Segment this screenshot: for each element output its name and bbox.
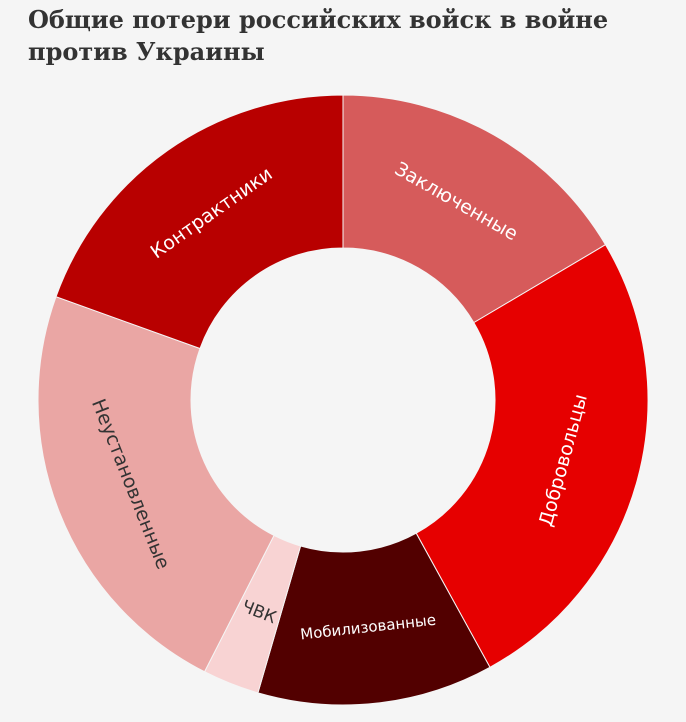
donut-slice[interactable] bbox=[415, 244, 649, 668]
donut-slice[interactable] bbox=[55, 94, 344, 350]
slices-group bbox=[37, 94, 649, 706]
donut-slice[interactable] bbox=[257, 532, 491, 706]
donut-slice[interactable] bbox=[37, 296, 275, 673]
donut-slice[interactable] bbox=[342, 94, 607, 324]
chart-title: Общие потери российских войск в войне пр… bbox=[28, 5, 609, 66]
